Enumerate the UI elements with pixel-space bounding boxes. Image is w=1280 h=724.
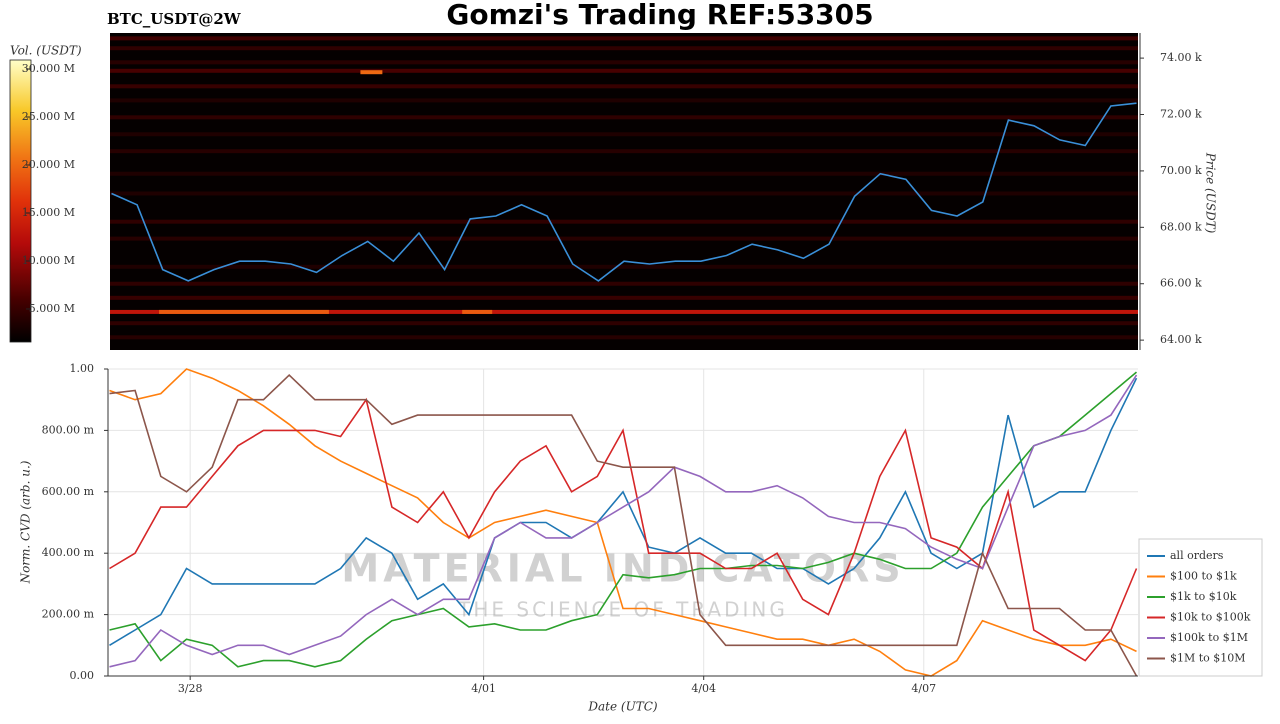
colorbar-tick-label: 25.000 M: [22, 110, 75, 123]
heatmap-row: [110, 264, 1138, 269]
cvd-line: [109, 377, 1138, 646]
y-tick-label: 68.00 k: [1160, 220, 1202, 233]
watermark-text: THE SCIENCE OF TRADING: [457, 598, 788, 622]
legend-label: $100k to $1M: [1170, 631, 1248, 644]
colorbar-tick-label: 30.000 M: [22, 62, 75, 75]
y-tick-label: 72.00 k: [1160, 108, 1202, 121]
heatmap-hotspot: [360, 70, 383, 75]
y-axis-label: Norm. CVD (arb. u.): [19, 460, 33, 584]
heatmap-row: [110, 191, 1138, 196]
price-line: [111, 102, 1137, 282]
heatmap-row: [110, 281, 1138, 286]
x-tick-label: 3/28: [178, 682, 203, 695]
colorbar-tick-label: 10.000 M: [22, 254, 75, 267]
heatmap-row: [110, 115, 1138, 120]
legend-label: $10k to $100k: [1170, 611, 1251, 624]
legend-label: all orders: [1170, 549, 1224, 562]
line-layer: [109, 368, 1138, 677]
heatmap-row: [110, 171, 1138, 176]
heatmap-row: [110, 60, 1138, 65]
y-tick-label: 600.00 m: [42, 485, 95, 498]
y-tick-label: 70.00 k: [1160, 164, 1202, 177]
heatmap-row: [110, 149, 1138, 154]
legend-label: $1M to $10M: [1170, 652, 1246, 665]
heatmap-row: [110, 321, 1138, 326]
heatmap-row: [110, 36, 1138, 41]
x-axis-label: Date (UTC): [587, 700, 657, 714]
y-tick-label: 400.00 m: [42, 546, 95, 559]
y-tick-label: 74.00 k: [1160, 51, 1202, 64]
legend-box: [1138, 538, 1263, 677]
colorbar: [9, 59, 32, 343]
legend-label: $100 to $1k: [1170, 570, 1237, 583]
heatmap-row: [110, 236, 1138, 241]
y-tick-label: 800.00 m: [42, 423, 95, 436]
heatmap-row: [110, 68, 1138, 73]
symbol: BTC_USDT@2W: [107, 10, 242, 28]
heatmap-row: [110, 295, 1138, 300]
plot-background: [108, 369, 1138, 676]
heatmap-layer: [110, 36, 1138, 340]
heatmap-row: [110, 309, 1138, 314]
heatmap-row: [110, 219, 1138, 224]
cvd-line: [109, 373, 1138, 677]
cvd-line: [109, 374, 1138, 668]
heatmap-hotspot: [159, 309, 329, 314]
x-tick-label: 4/01: [471, 682, 496, 695]
heatmap-row: [110, 46, 1138, 51]
cvd-line: [109, 368, 1137, 677]
x-tick-label: 4/04: [691, 682, 716, 695]
heatmap-row: [110, 335, 1138, 340]
colorbar-tick-label: 20.000 M: [22, 158, 75, 171]
cvd-line: [109, 371, 1138, 668]
heatmap-row: [110, 98, 1138, 103]
colorbar-tick-label: 5.000 M: [29, 302, 75, 315]
colorbar-tick-label: 15.000 M: [22, 206, 75, 219]
chart-title: Gomzi's Trading REF:53305: [446, 0, 873, 31]
colorbar-label: Vol. (USDT): [10, 44, 82, 58]
y-tick-label: 1.00: [70, 362, 95, 375]
axes-layer: 64.00 k 66.00 k 68.00 k 70.00 k 72.00 k 74.00…: [22, 33, 1263, 695]
y-tick-label: 66.00 k: [1160, 277, 1202, 290]
watermark: MATERIAL INDICATORS THE SCIENCE OF TRADIN…: [341, 547, 904, 622]
watermark-text: MATERIAL INDICATORS: [341, 547, 904, 591]
y-axis-label: Price (USDT): [1204, 152, 1218, 234]
heatmap-row: [110, 132, 1138, 137]
heatmap-row: [110, 84, 1138, 89]
x-tick-label: 4/07: [911, 682, 936, 695]
cvd-line: [109, 397, 1138, 662]
y-tick-label: 0.00: [70, 669, 95, 682]
y-tick-label: 200.00 m: [42, 608, 95, 621]
heatmap-hotspot: [462, 309, 493, 314]
y-tick-label: 64.00 k: [1160, 333, 1202, 346]
legend-label: $1k to $10k: [1170, 590, 1237, 603]
